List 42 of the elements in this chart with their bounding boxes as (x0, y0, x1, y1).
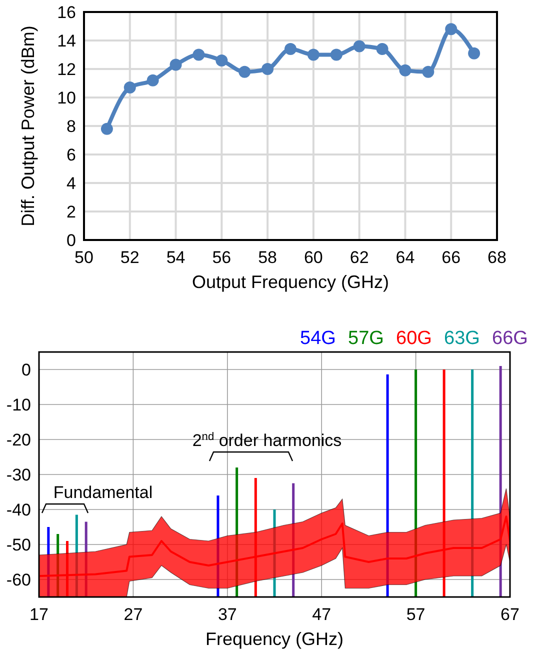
x-tick-label: 57 (406, 605, 426, 624)
y-tick-label: 0 (66, 230, 76, 250)
series-label: 57G (348, 328, 384, 349)
x-tick-label: 47 (312, 605, 332, 624)
x-tick-label: 62 (350, 248, 369, 267)
series-label: 66G (492, 328, 528, 349)
y-tick-label: -10 (6, 395, 31, 414)
x-tick-label: 54 (166, 248, 186, 267)
annotation: 2$^{nd}$ order harmonics (192, 431, 342, 450)
x-tick-label: 68 (488, 248, 506, 267)
x-tick-label: 58 (258, 248, 278, 267)
y-tick-label: 12 (57, 60, 76, 79)
y-tick-label: 10 (57, 88, 76, 108)
y-tick-label: -50 (6, 535, 31, 554)
x-tick-label: 52 (120, 248, 140, 267)
x-tick-label: 64 (396, 248, 415, 267)
y-tick-label: -60 (6, 570, 31, 590)
series-label: 63G (444, 328, 480, 349)
y-tick-label: 6 (66, 145, 76, 164)
x-tick-label: 66 (442, 248, 461, 267)
x-axis-title: Frequency (GHz) (205, 629, 344, 649)
annotation: Fundamental (53, 483, 153, 502)
y-tick-label: 8 (66, 116, 76, 136)
y-tick-label: 4 (66, 174, 76, 193)
y-tick-label: 2 (66, 202, 76, 222)
y-tick-label: -20 (6, 430, 31, 450)
x-tick-label: 56 (212, 248, 232, 267)
x-axis-title: Output Frequency (GHz) (192, 272, 390, 292)
y-tick-label: -40 (6, 500, 31, 520)
series-label: 60G (396, 328, 432, 349)
y-tick-label: 16 (57, 2, 76, 22)
y-axis-title: Diff. Output Power (dBm) (18, 26, 38, 226)
x-tick-label: 17 (30, 605, 48, 624)
x-tick-label: 50 (74, 248, 94, 267)
y-tick-label: 14 (57, 31, 76, 50)
y-tick-label: -30 (6, 465, 31, 484)
x-tick-label: 67 (500, 605, 520, 624)
text: 54G (300, 328, 336, 349)
x-tick-label: 37 (218, 605, 237, 624)
x-tick-label: 60 (304, 248, 323, 267)
x-tick-label: 27 (124, 605, 143, 624)
y-tick-label: 0 (22, 360, 31, 380)
